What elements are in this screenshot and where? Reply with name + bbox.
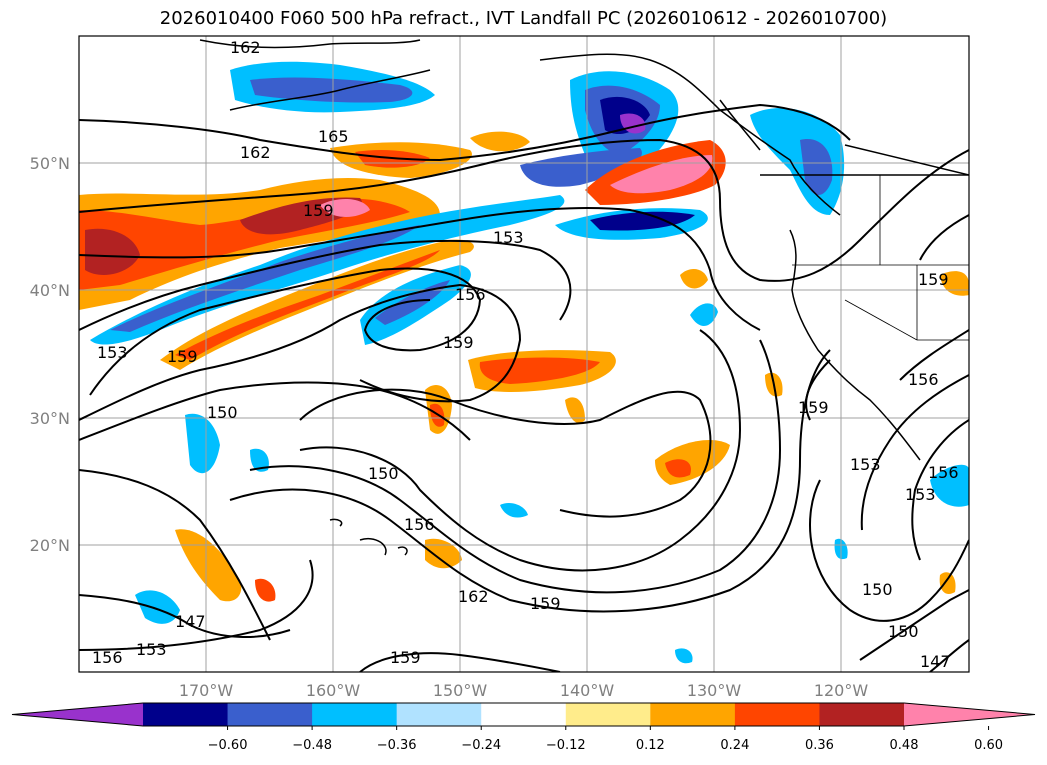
colorbar-tick-label: −0.48	[292, 738, 332, 753]
contour-label: 156	[908, 370, 939, 389]
colorbar-swatch	[565, 703, 651, 726]
colorbar-tick-label: 0.12	[636, 738, 665, 753]
height-contours	[79, 103, 969, 672]
colorbar-tick-label: 0.36	[805, 738, 834, 753]
colorbar-swatch	[227, 703, 313, 726]
contour-label: 147	[920, 652, 951, 671]
colorbar-tick-label: 0.60	[974, 738, 1003, 753]
lon-label: 140°W	[560, 681, 615, 700]
colorbar-tick-label: 0.24	[720, 738, 749, 753]
lat-label: 20°N	[30, 536, 70, 555]
contour-label: 153	[905, 485, 936, 504]
contour-label: 156	[92, 648, 123, 667]
contour-label: 150	[368, 464, 399, 483]
contour-label: 150	[207, 403, 238, 422]
lon-label: 130°W	[687, 681, 742, 700]
contour-label: 162	[458, 587, 489, 606]
contour-label: 153	[850, 455, 881, 474]
colorbar-swatch	[143, 703, 229, 726]
contour-label: 159	[303, 201, 334, 220]
colorbar-swatch	[396, 703, 482, 726]
colorbar-swatch	[734, 703, 820, 726]
contour-label: 162	[240, 143, 271, 162]
lon-label: 170°W	[179, 681, 234, 700]
longitude-labels: 170°W 160°W 150°W 140°W 130°W 120°W	[179, 681, 869, 700]
positive-anomaly-west-max	[85, 197, 362, 275]
contour-label: 156	[404, 515, 435, 534]
contour-label: 159	[918, 270, 949, 289]
lon-label: 150°W	[433, 681, 488, 700]
latitude-labels: 50°N 40°N 30°N 20°N	[30, 154, 70, 555]
contour-label: 159	[798, 398, 829, 417]
contour-label: 153	[136, 640, 167, 659]
contour-label: 159	[390, 648, 421, 667]
colorbar-tick-label: −0.12	[546, 738, 586, 753]
lat-label: 50°N	[30, 154, 70, 173]
contour-label: 147	[175, 612, 206, 631]
contour-label: 159	[530, 594, 561, 613]
colorbar-swatch	[312, 703, 398, 726]
lon-label: 160°W	[306, 681, 361, 700]
contour-labels: 162 165 162 159 153 156 159 153 159 150 …	[92, 38, 959, 671]
contour-label: 159	[443, 333, 474, 352]
contour-label: 153	[493, 228, 524, 247]
contour-label: 156	[928, 463, 959, 482]
colorbar-extend-min	[12, 703, 143, 726]
colorbar-swatch	[650, 703, 736, 726]
colorbar-tick-label: −0.36	[377, 738, 417, 753]
map-title: 2026010400 F060 500 hPa refract., IVT La…	[159, 8, 888, 29]
contour-label: 150	[862, 580, 893, 599]
lat-label: 30°N	[30, 409, 70, 428]
contour-label: 165	[318, 127, 349, 146]
coastlines	[199, 39, 969, 556]
colorbar-tick-label: −0.24	[461, 738, 501, 753]
colorbar-tick-label: −0.60	[208, 738, 248, 753]
colorbar-swatch	[819, 703, 905, 726]
contour-label: 150	[888, 622, 919, 641]
contour-label: 156	[455, 285, 486, 304]
colorbar-swatch	[481, 703, 567, 726]
contour-label: 162	[230, 38, 261, 57]
lon-label: 120°W	[814, 681, 869, 700]
colorbar: −0.60 −0.48 −0.36 −0.24 −0.12 0.12 0.24 0.36 0.4…	[11, 702, 1036, 753]
contour-label: 159	[167, 347, 198, 366]
colorbar-tick-label: 0.48	[890, 738, 919, 753]
colorbar-outline	[11, 702, 1036, 727]
graticule	[79, 36, 969, 672]
map-frame	[78, 35, 970, 673]
colorbar-extend-max	[904, 703, 1035, 726]
lat-label: 40°N	[30, 281, 70, 300]
contour-label: 153	[97, 343, 128, 362]
